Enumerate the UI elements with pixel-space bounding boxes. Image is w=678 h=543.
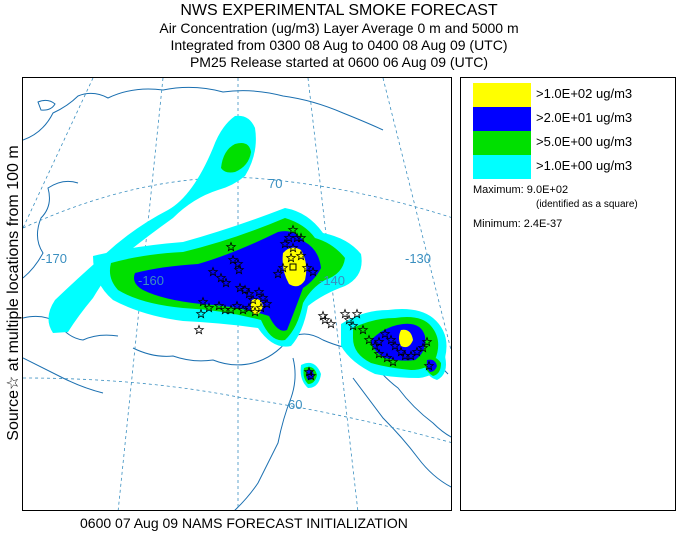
source-marker-star xyxy=(255,302,267,313)
source-marker-star xyxy=(339,308,351,319)
source-marker-star xyxy=(243,288,255,299)
legend-swatch xyxy=(473,83,531,107)
map-canvas: -170 -160 -140 -130 70 60 xyxy=(23,78,451,510)
source-marker-star xyxy=(225,304,237,315)
source-marker-star xyxy=(343,314,355,325)
source-marker-star xyxy=(197,296,209,307)
source-marker-star xyxy=(247,294,259,305)
lon-label-170: -170 xyxy=(41,251,67,266)
lon-label-130: -130 xyxy=(405,251,431,266)
lon-label-140: -140 xyxy=(319,273,345,288)
source-marker-star xyxy=(233,264,245,275)
source-marker-star xyxy=(347,320,359,331)
source-marker-star xyxy=(301,262,313,273)
source-marker-star xyxy=(319,314,331,325)
source-marker-star xyxy=(261,298,273,309)
lat-label-70: 70 xyxy=(268,176,282,191)
legend-maximum-note: (identified as a square) xyxy=(536,199,638,210)
source-marker-star xyxy=(405,350,417,361)
source-marker-star xyxy=(387,356,399,367)
source-marker-star xyxy=(385,334,397,345)
legend-minimum: Minimum: 2.4E-37 xyxy=(473,218,563,230)
source-marker-star xyxy=(231,300,243,311)
source-marker-star xyxy=(307,266,319,277)
legend: >1.0E+02 ug/m3 >2.0E+01 ug/m3 >5.0E+00 u… xyxy=(460,77,676,511)
source-marker-star xyxy=(357,324,369,335)
smoke-map: -170 -160 -140 -130 70 60 xyxy=(22,77,452,511)
source-marker-star xyxy=(395,346,407,357)
source-marker-star xyxy=(195,308,207,319)
lon-label-160: -160 xyxy=(138,273,164,288)
source-markers xyxy=(193,224,435,381)
subtitle-concentration: Air Concentration (ug/m3) Layer Average … xyxy=(159,20,519,36)
source-marker-star xyxy=(363,334,375,345)
source-marker-star xyxy=(285,252,297,263)
source-marker-star xyxy=(272,268,284,279)
source-marker-star xyxy=(287,224,299,235)
source-marker-star xyxy=(237,304,249,315)
source-marker-star xyxy=(373,348,385,359)
lat-label-60: 60 xyxy=(288,397,302,412)
source-marker-star xyxy=(243,302,255,313)
source-marker-star xyxy=(295,250,307,261)
source-marker-star xyxy=(295,232,307,243)
source-marker-star xyxy=(279,238,291,249)
maximum-square-marker xyxy=(289,263,297,271)
legend-swatch xyxy=(473,155,531,179)
source-marker-star xyxy=(411,346,423,357)
legend-label: >2.0E+01 ug/m3 xyxy=(536,110,633,125)
source-marker-star xyxy=(257,292,269,303)
source-marker-star xyxy=(423,360,435,371)
legend-swatch xyxy=(473,107,531,131)
source-marker-star xyxy=(253,286,265,297)
source-marker-star xyxy=(351,308,363,319)
source-marker-star xyxy=(421,336,433,347)
source-marker-star xyxy=(225,241,237,252)
source-marker-star xyxy=(287,242,299,253)
source-marker-star xyxy=(213,300,225,311)
source-marker-star xyxy=(381,352,393,363)
source-marker-star xyxy=(215,272,227,283)
source-marker-star xyxy=(249,306,261,317)
legend-label: >5.0E+00 ug/m3 xyxy=(536,134,633,149)
source-marker-star xyxy=(277,262,289,273)
source-marker-star xyxy=(232,258,244,269)
legend-label: >1.0E+02 ug/m3 xyxy=(536,86,633,101)
source-marker-star xyxy=(373,336,385,347)
source-marker-star xyxy=(305,370,317,381)
source-marker-star xyxy=(417,342,429,353)
forecast-initialization: 0600 07 Aug 09 NAMS FORECAST INITIALIZAT… xyxy=(80,515,408,531)
source-marker-star xyxy=(379,328,391,339)
source-marker-star xyxy=(325,318,337,329)
legend-maximum: Maximum: 9.0E+02 xyxy=(473,184,569,196)
source-marker-star xyxy=(227,254,239,265)
source-marker-star xyxy=(303,366,315,377)
subtitle-integration-period: Integrated from 0300 08 Aug to 0400 08 A… xyxy=(170,37,508,53)
source-marker-star xyxy=(239,284,251,295)
subtitle-release-start: PM25 Release started at 0600 06 Aug 09 (… xyxy=(189,54,489,70)
source-marker-star xyxy=(317,310,329,321)
legend-label: >1.0E+00 ug/m3 xyxy=(536,158,633,173)
source-marker-star xyxy=(220,277,232,288)
source-marker-star xyxy=(193,324,205,335)
map-title: NWS EXPERIMENTAL SMOKE FORECAST xyxy=(180,2,498,19)
source-marker-star xyxy=(234,282,246,293)
source-marker-star xyxy=(203,302,215,313)
source-marker-star xyxy=(207,266,219,277)
legend-swatch xyxy=(473,131,531,155)
source-marker-star xyxy=(389,340,401,351)
